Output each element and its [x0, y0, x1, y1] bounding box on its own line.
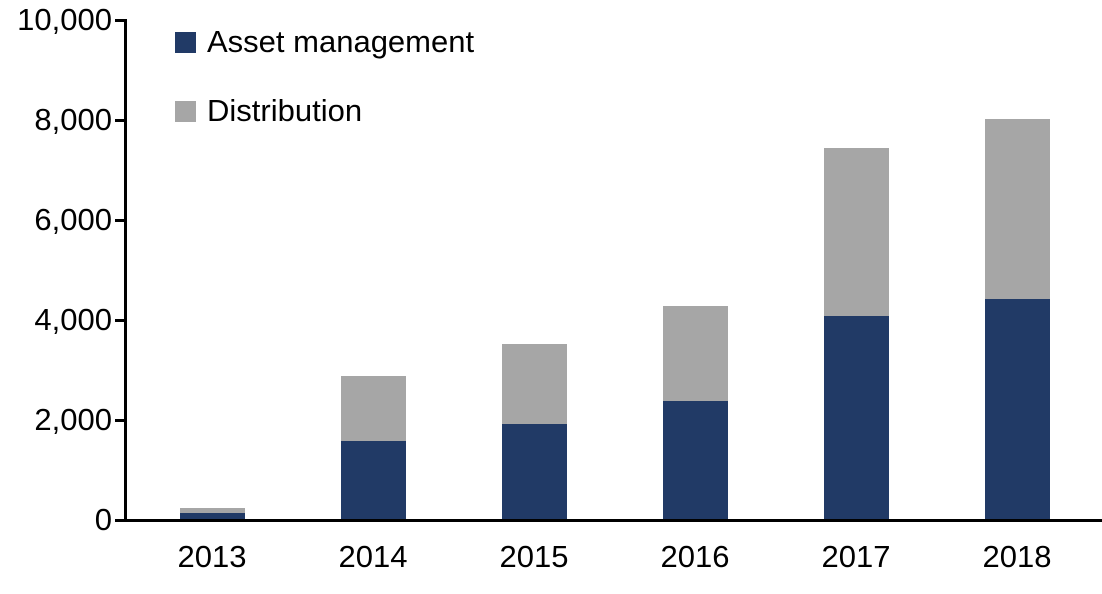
- bar-segment-2016-asset-management: [662, 401, 728, 519]
- bar-segment-2018-asset-management: [984, 299, 1050, 519]
- bar-segment-2014-asset-management: [340, 441, 406, 519]
- x-tick-label-2018: 2018: [982, 539, 1052, 574]
- y-tick-mark: [115, 519, 124, 522]
- legend-label-asset-management: Asset management: [207, 24, 475, 59]
- bar-segment-2017-asset-management: [823, 316, 889, 519]
- bar-segment-2014-distribution: [340, 376, 406, 441]
- bar-2016: [662, 306, 728, 519]
- x-tick-label-2016: 2016: [660, 539, 730, 574]
- bar-segment-2018-distribution: [984, 119, 1050, 299]
- legend-item-distribution: Distribution: [175, 95, 362, 127]
- legend-swatch-distribution: [175, 100, 196, 122]
- x-axis-line: [124, 519, 1102, 522]
- x-tick-label-2013: 2013: [177, 539, 247, 574]
- bar-segment-2013-distribution: [179, 508, 245, 513]
- y-tick-label: 0: [94, 502, 112, 537]
- x-tick-label-2015: 2015: [499, 539, 569, 574]
- bar-2017: [823, 148, 889, 519]
- legend-swatch-asset-management: [175, 31, 196, 53]
- y-tick-label: 6,000: [34, 202, 112, 237]
- bar-segment-2013-asset-management: [179, 513, 245, 519]
- y-tick-label: 2,000: [34, 402, 112, 437]
- bar-segment-2015-distribution: [501, 344, 567, 424]
- x-tick-label-2014: 2014: [338, 539, 408, 574]
- bar-2018: [984, 119, 1050, 519]
- y-tick-mark: [115, 19, 124, 22]
- bar-segment-2015-asset-management: [501, 424, 567, 519]
- y-tick-mark: [115, 219, 124, 222]
- bar-segment-2016-distribution: [662, 306, 728, 401]
- y-tick-mark: [115, 319, 124, 322]
- bar-segment-2017-distribution: [823, 148, 889, 316]
- bar-2015: [501, 344, 567, 519]
- y-axis-line: [124, 19, 127, 522]
- bar-2013: [179, 508, 245, 519]
- y-tick-label: 8,000: [34, 102, 112, 137]
- x-tick-label-2017: 2017: [821, 539, 891, 574]
- y-tick-mark: [115, 419, 124, 422]
- legend-label-distribution: Distribution: [207, 93, 363, 128]
- legend-item-asset-management: Asset management: [175, 26, 474, 58]
- bar-2014: [340, 376, 406, 519]
- y-tick-label: 10,000: [17, 2, 112, 37]
- y-tick-label: 4,000: [34, 302, 112, 337]
- y-tick-mark: [115, 119, 124, 122]
